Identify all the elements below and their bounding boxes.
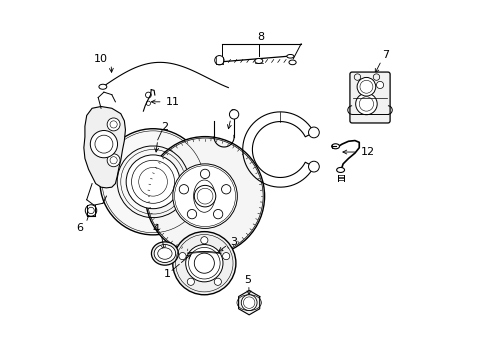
Circle shape: [90, 131, 117, 158]
Polygon shape: [238, 291, 259, 315]
Text: 7: 7: [381, 50, 388, 60]
Ellipse shape: [331, 144, 339, 149]
Circle shape: [179, 252, 186, 260]
Circle shape: [376, 81, 383, 89]
Circle shape: [356, 77, 375, 96]
Text: 1: 1: [163, 269, 170, 279]
Circle shape: [221, 185, 230, 194]
Ellipse shape: [151, 242, 178, 265]
Circle shape: [172, 231, 235, 295]
Text: 9: 9: [229, 109, 236, 119]
Ellipse shape: [288, 60, 296, 65]
Text: 2: 2: [161, 122, 168, 132]
Circle shape: [145, 136, 264, 256]
Circle shape: [200, 169, 209, 179]
Circle shape: [194, 253, 214, 273]
Circle shape: [187, 210, 196, 219]
Circle shape: [308, 127, 319, 138]
Circle shape: [185, 244, 223, 282]
Circle shape: [194, 185, 215, 207]
Circle shape: [179, 185, 188, 194]
Ellipse shape: [154, 244, 175, 262]
Circle shape: [229, 110, 238, 119]
Circle shape: [107, 154, 120, 167]
Text: 5: 5: [244, 275, 251, 285]
Circle shape: [241, 295, 257, 311]
Circle shape: [126, 155, 180, 209]
Circle shape: [100, 129, 206, 235]
Ellipse shape: [336, 167, 344, 172]
Circle shape: [107, 118, 120, 131]
FancyBboxPatch shape: [349, 72, 389, 123]
Text: 12: 12: [361, 147, 374, 157]
Ellipse shape: [286, 54, 293, 58]
Circle shape: [187, 278, 194, 285]
Circle shape: [201, 237, 207, 244]
Circle shape: [172, 164, 237, 228]
Ellipse shape: [158, 248, 172, 259]
Text: 11: 11: [165, 97, 180, 107]
Circle shape: [214, 278, 221, 285]
Circle shape: [308, 161, 319, 172]
Polygon shape: [83, 107, 125, 188]
Circle shape: [355, 93, 376, 115]
Circle shape: [214, 55, 224, 65]
Text: 6: 6: [76, 224, 83, 233]
Text: 10: 10: [94, 54, 108, 64]
Ellipse shape: [99, 84, 106, 89]
Circle shape: [85, 205, 97, 216]
Ellipse shape: [254, 58, 262, 63]
Text: 8: 8: [257, 32, 264, 41]
Circle shape: [222, 252, 229, 260]
Circle shape: [213, 210, 223, 219]
Text: 4: 4: [152, 225, 159, 234]
Text: 3: 3: [230, 237, 237, 247]
